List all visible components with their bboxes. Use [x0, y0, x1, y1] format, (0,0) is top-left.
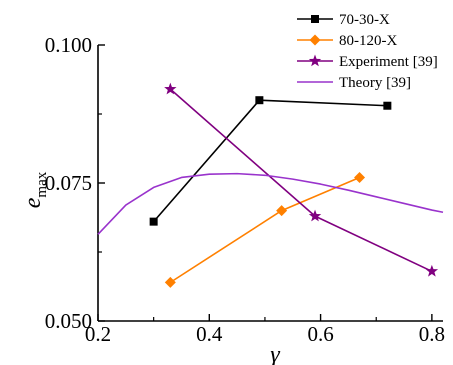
data-point: [425, 264, 439, 277]
x-tick-label: 0.2: [85, 322, 111, 346]
legend-item: Experiment [39]: [297, 54, 438, 70]
data-point: [164, 82, 177, 95]
axis-ticks: 0.2 0.4 0.6 0.8 0.050 0.075 0.100: [45, 33, 445, 346]
legend-label: 70-30-X: [339, 12, 390, 28]
data-point: [354, 171, 366, 183]
data-point: [149, 217, 158, 226]
series-line: [97, 172, 444, 235]
series-2: [164, 171, 366, 288]
x-axis-label: γ: [270, 342, 280, 365]
data-point: [308, 209, 322, 222]
legend-item: Theory [39]: [297, 75, 411, 91]
series-4: [97, 172, 444, 235]
y-axis-label: emax: [20, 171, 50, 208]
data-point: [383, 101, 392, 110]
series-line: [169, 176, 360, 284]
y-axis-label-subscript: max: [34, 171, 50, 197]
legend-swatch-marker: [311, 15, 319, 23]
series-1: [149, 96, 392, 226]
y-tick-label: 0.050: [45, 309, 92, 333]
y-tick-label: 0.100: [45, 33, 92, 57]
legend-swatch-marker: [309, 34, 321, 46]
y-tick-label: 0.075: [45, 171, 92, 195]
legend-label: Experiment [39]: [339, 54, 438, 70]
series-layer: [97, 82, 444, 288]
legend-label: Theory [39]: [339, 75, 411, 91]
legend-swatch-marker: [308, 54, 322, 67]
y-axis-label-group: emax: [20, 171, 50, 208]
series-3: [164, 82, 439, 277]
x-tick-label: 0.4: [196, 322, 223, 346]
series-line: [153, 99, 388, 223]
x-tick-label: 0.8: [419, 322, 445, 346]
y-axis-label-main: e: [20, 197, 46, 208]
legend-item: 80-120-X: [297, 33, 397, 49]
legend-label: 80-120-X: [339, 33, 397, 49]
data-point: [164, 276, 176, 288]
x-tick-label: 0.6: [307, 322, 333, 346]
data-point: [276, 205, 288, 217]
legend-item: 70-30-X: [297, 12, 390, 28]
legend: 70-30-X 80-120-X Experiment [39] Theory [39…: [297, 12, 438, 91]
data-point: [255, 96, 264, 105]
